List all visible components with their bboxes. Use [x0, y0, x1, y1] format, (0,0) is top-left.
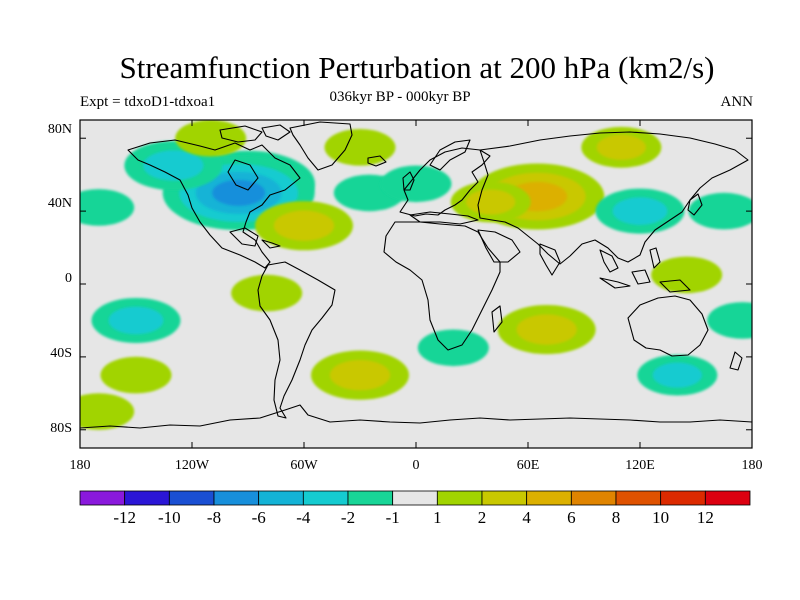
colorbar-label-7: 1: [433, 508, 442, 527]
contour-pos-18-0: [100, 356, 172, 394]
colorbar-swatch-5: [302, 490, 349, 506]
colorbar-label-3: -6: [251, 508, 266, 527]
contour-neg-1-3: [212, 179, 266, 206]
lon-label-120e: 120E: [625, 458, 655, 473]
colorbar-swatch-10: [526, 490, 572, 506]
colorbar-swatch-6: [347, 490, 394, 506]
contour-neg-11-0: [80, 189, 135, 226]
canadian-archipelago-coast: [219, 124, 291, 143]
colorbar-swatch-0: [79, 490, 126, 506]
indonesia-coast: [599, 269, 691, 293]
colorbar-swatch-8: [436, 490, 483, 506]
colorbar-swatch-14: [704, 490, 751, 506]
colorbar-swatch-9: [481, 490, 528, 506]
new-zealand-coast: [729, 351, 743, 371]
colorbar-swatch-2: [168, 490, 215, 506]
lat-label-40n: 40N: [47, 196, 72, 211]
colorbar-label-0: -12: [113, 508, 136, 527]
colorbar-label-10: 6: [567, 508, 576, 527]
great-britain-coast: [402, 171, 415, 191]
colorbar-label-5: -2: [340, 508, 356, 527]
madagascar-coast: [491, 305, 503, 333]
contour-pos-5-1: [273, 210, 335, 241]
antarctica-coast: [80, 404, 752, 429]
contour-neg-20-1: [652, 362, 702, 388]
colorbar-label-13: 12: [696, 508, 714, 527]
lon-label-60e: 60E: [516, 458, 540, 473]
contour-neg-15-1: [108, 306, 164, 335]
colorbar-label-9: 4: [522, 508, 531, 527]
colorbar-swatch-13: [660, 490, 706, 506]
contour-neg-12-1: [612, 197, 668, 225]
contour-fields: [80, 120, 752, 430]
scandinavia-coast: [429, 139, 471, 171]
figure-title: Streamfunction Perturbation at 200 hPa (…: [119, 50, 715, 85]
arabia-coast: [477, 229, 521, 263]
colorbar-label-2: -8: [206, 508, 222, 527]
contour-neg-21-0: [707, 302, 752, 339]
lon-label-120w: 120W: [174, 458, 210, 473]
contour-neg-2-1: [143, 150, 204, 181]
colorbar-swatch-12: [615, 490, 662, 506]
colorbar-swatch-1: [124, 490, 170, 506]
contour-pos-16-0: [231, 274, 303, 312]
gulf-of-mexico-coast: [229, 227, 259, 247]
africa-coast: [383, 221, 501, 351]
colorbar-label-6: -1: [385, 508, 400, 527]
colorbar-label-8: 2: [477, 508, 487, 527]
lat-label-80n: 80N: [47, 122, 72, 137]
lat-label-80s: 80S: [50, 421, 72, 436]
contour-pos-23-0: [80, 393, 135, 430]
contour-pos-8-0: [175, 120, 247, 157]
colorbar-label-1: -10: [157, 508, 181, 527]
asia-coast: [477, 131, 749, 265]
caribbean-coast: [261, 239, 281, 249]
south-america-coast: [257, 261, 336, 419]
colorbar-label-4: -4: [296, 508, 311, 527]
australia-coast: [627, 295, 709, 357]
coastlines: [80, 121, 752, 429]
contour-neg-13-0: [688, 192, 752, 230]
contour-pos-17-1: [329, 359, 391, 391]
experiment-label: Expt = tdxoD1-tdxoa1: [80, 94, 216, 110]
iceland-coast: [367, 155, 387, 167]
india-coast: [539, 243, 561, 276]
hudson-bay-coast: [227, 159, 259, 191]
philippines-coast: [649, 247, 661, 269]
contour-pos-6-1: [596, 134, 646, 160]
contour-pos-14-1: [516, 314, 577, 345]
contour-pos-4-1: [466, 189, 516, 215]
colorbar-swatch-11: [570, 490, 617, 506]
colorbar-swatch-7: [392, 490, 438, 506]
colorbar-label-12: 10: [652, 508, 670, 527]
greenland-coast: [289, 121, 353, 171]
colorbar-label-11: 8: [611, 508, 621, 527]
southeast-asia-coast: [599, 249, 619, 273]
colorbar-swatch-4: [258, 490, 304, 506]
contour-pos-22-0: [651, 256, 723, 294]
contour-neg-10-0: [380, 165, 452, 203]
lon-label-180w: 180: [69, 458, 91, 473]
lon-label-180e: 180: [741, 458, 763, 473]
lat-label-0: 0: [65, 271, 72, 286]
mediterranean-coast: [409, 211, 479, 225]
lon-label-60w: 60W: [290, 458, 318, 473]
axis-ticks: [79, 120, 753, 448]
lon-label-0: 0: [412, 458, 420, 473]
season-label: ANN: [720, 94, 754, 110]
figure-subtitle: 036kyr BP - 000kyr BP: [329, 89, 471, 105]
lat-label-40s: 40S: [50, 346, 72, 361]
colorbar-swatch-3: [213, 490, 260, 506]
north-america-coast: [127, 139, 301, 269]
japan-coast: [687, 193, 703, 216]
colorbar: [79, 490, 751, 506]
